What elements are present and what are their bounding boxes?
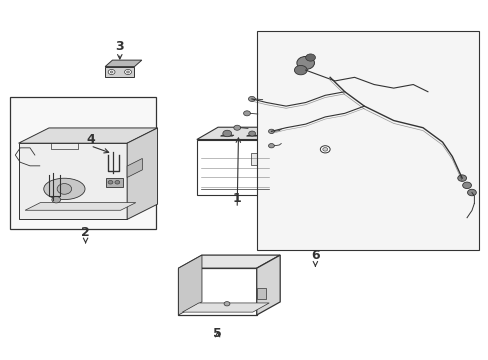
Circle shape [296, 57, 314, 69]
Polygon shape [178, 268, 256, 315]
Circle shape [110, 71, 113, 73]
Circle shape [124, 69, 131, 75]
Circle shape [223, 130, 231, 137]
Text: 1: 1 [232, 192, 241, 204]
Circle shape [268, 129, 274, 134]
Circle shape [224, 302, 229, 306]
Circle shape [126, 71, 129, 73]
Polygon shape [178, 255, 280, 268]
Bar [256, 288, 265, 299]
Polygon shape [196, 127, 293, 140]
Circle shape [322, 148, 327, 151]
Circle shape [248, 131, 255, 136]
Polygon shape [256, 255, 280, 315]
Text: 5: 5 [213, 327, 222, 339]
Polygon shape [105, 60, 142, 67]
Polygon shape [220, 135, 233, 136]
Polygon shape [127, 158, 142, 177]
Polygon shape [246, 135, 257, 136]
Bar [10, 97, 156, 229]
Polygon shape [178, 255, 202, 315]
Circle shape [115, 180, 120, 184]
Polygon shape [182, 303, 269, 312]
Text: 2: 2 [81, 226, 90, 239]
Circle shape [305, 54, 315, 61]
Circle shape [52, 197, 61, 203]
Text: 3: 3 [115, 40, 124, 53]
Circle shape [57, 184, 72, 194]
Bar [105, 177, 123, 186]
Polygon shape [25, 203, 136, 210]
Polygon shape [105, 67, 134, 77]
Ellipse shape [44, 178, 85, 199]
Polygon shape [127, 128, 157, 219]
Circle shape [243, 111, 250, 116]
Bar [256, 31, 478, 250]
Polygon shape [196, 140, 272, 195]
Text: 6: 6 [310, 249, 319, 262]
Text: 4: 4 [86, 133, 95, 146]
Circle shape [467, 189, 475, 196]
Circle shape [268, 144, 274, 148]
Circle shape [294, 66, 306, 75]
Circle shape [462, 182, 470, 189]
Bar [251, 153, 270, 165]
Circle shape [233, 125, 240, 130]
Polygon shape [19, 143, 127, 219]
Polygon shape [272, 127, 293, 195]
Circle shape [108, 69, 115, 75]
Circle shape [248, 96, 255, 102]
Circle shape [108, 180, 113, 184]
Circle shape [457, 175, 466, 181]
Polygon shape [19, 128, 157, 143]
Circle shape [320, 146, 329, 153]
